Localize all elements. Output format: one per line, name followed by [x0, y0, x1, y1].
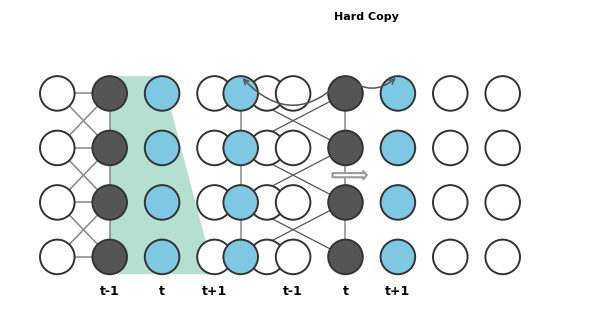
Circle shape [223, 240, 258, 274]
Circle shape [145, 240, 179, 274]
Circle shape [249, 76, 284, 111]
Circle shape [486, 240, 520, 274]
Circle shape [328, 185, 363, 220]
Circle shape [328, 131, 363, 165]
Circle shape [249, 240, 284, 274]
Circle shape [145, 131, 179, 165]
Circle shape [486, 76, 520, 111]
Circle shape [381, 185, 415, 220]
Circle shape [223, 185, 258, 220]
Circle shape [145, 185, 179, 220]
Circle shape [197, 185, 232, 220]
Text: t: t [159, 285, 165, 298]
Circle shape [249, 185, 284, 220]
Circle shape [40, 240, 74, 274]
Circle shape [381, 240, 415, 274]
Circle shape [276, 131, 310, 165]
Text: Hard Copy: Hard Copy [334, 12, 399, 22]
Circle shape [92, 76, 127, 111]
Circle shape [92, 131, 127, 165]
Circle shape [223, 76, 258, 111]
Circle shape [40, 76, 74, 111]
Polygon shape [110, 76, 214, 274]
Circle shape [40, 131, 74, 165]
Text: t+1: t+1 [202, 285, 227, 298]
Circle shape [433, 76, 467, 111]
Circle shape [486, 131, 520, 165]
Circle shape [197, 131, 232, 165]
Circle shape [145, 76, 179, 111]
Circle shape [40, 185, 74, 220]
Text: t-1: t-1 [283, 285, 303, 298]
Circle shape [486, 185, 520, 220]
Circle shape [433, 240, 467, 274]
Circle shape [381, 131, 415, 165]
Circle shape [197, 76, 232, 111]
Circle shape [276, 240, 310, 274]
Text: t: t [342, 285, 349, 298]
Text: t+1: t+1 [385, 285, 411, 298]
Circle shape [92, 240, 127, 274]
Circle shape [276, 76, 310, 111]
Circle shape [381, 76, 415, 111]
Circle shape [433, 131, 467, 165]
Circle shape [328, 76, 363, 111]
Circle shape [223, 131, 258, 165]
Circle shape [328, 240, 363, 274]
Circle shape [92, 185, 127, 220]
Circle shape [433, 185, 467, 220]
Text: t-1: t-1 [100, 285, 120, 298]
Circle shape [197, 240, 232, 274]
Circle shape [276, 185, 310, 220]
Circle shape [249, 131, 284, 165]
